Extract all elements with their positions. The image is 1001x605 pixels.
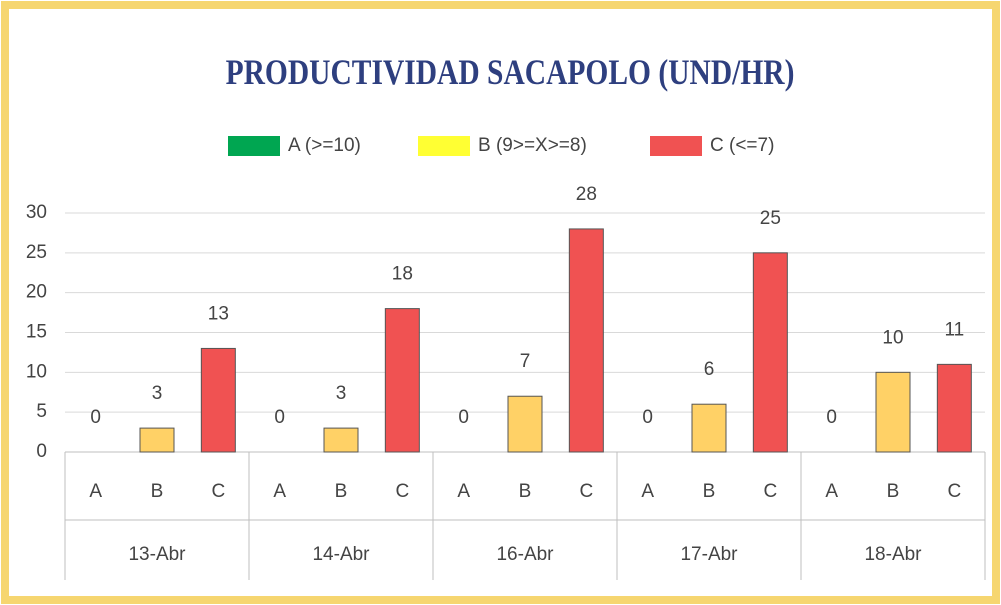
- x-tick-label: B: [335, 481, 348, 502]
- data-label: 3: [336, 383, 347, 404]
- legend-swatch: [228, 136, 280, 156]
- bar: [323, 427, 359, 453]
- data-label: 7: [520, 351, 531, 372]
- legend-label: B (9>=X>=8): [478, 135, 587, 156]
- bar: [752, 252, 788, 453]
- y-tick-label: 10: [26, 361, 47, 382]
- data-label: 11: [944, 319, 964, 340]
- y-tick-label: 30: [26, 202, 47, 223]
- data-label: 28: [576, 184, 597, 205]
- x-tick-label: C: [947, 481, 961, 502]
- data-label: 10: [882, 327, 903, 348]
- x-group-label: 16-Abr: [496, 544, 554, 565]
- bar: [691, 403, 727, 453]
- x-group-label: 17-Abr: [680, 544, 738, 565]
- x-tick-label: C: [395, 481, 409, 502]
- bar: [507, 395, 543, 453]
- data-label: 18: [392, 264, 413, 285]
- legend-swatch: [650, 136, 702, 156]
- bar: [875, 371, 911, 453]
- y-tick-label: 20: [26, 282, 47, 303]
- y-tick-label: 0: [36, 441, 47, 462]
- x-tick-label: A: [273, 481, 286, 502]
- x-tick-label: A: [89, 481, 102, 502]
- data-label: 0: [90, 407, 101, 428]
- x-tick-label: C: [211, 481, 225, 502]
- x-tick-label: A: [641, 481, 654, 502]
- y-tick-label: 5: [36, 401, 47, 422]
- x-tick-label: A: [825, 481, 838, 502]
- x-tick-label: B: [703, 481, 716, 502]
- x-tick-label: B: [151, 481, 164, 502]
- data-label: 25: [760, 208, 781, 229]
- legend-label: A (>=10): [288, 135, 361, 156]
- bar: [568, 228, 604, 453]
- legend-label: C (<=7): [710, 135, 774, 156]
- y-tick-label: 25: [26, 242, 47, 263]
- x-tick-label: B: [519, 481, 532, 502]
- x-group-label: 14-Abr: [312, 544, 370, 565]
- bar: [384, 308, 420, 453]
- data-label: 0: [642, 407, 653, 428]
- data-label: 0: [458, 407, 469, 428]
- data-label: 13: [208, 303, 229, 324]
- legend-swatch: [418, 136, 470, 156]
- x-group-label: 18-Abr: [864, 544, 922, 565]
- x-group-label: 13-Abr: [128, 544, 186, 565]
- x-tick-label: C: [763, 481, 777, 502]
- x-tick-label: C: [579, 481, 593, 502]
- x-tick-label: B: [887, 481, 900, 502]
- bar: [139, 427, 175, 453]
- bar: [200, 347, 236, 453]
- chart-title: PRODUCTIVIDAD SACAPOLO (UND/HR): [226, 54, 795, 93]
- data-label: 0: [274, 407, 285, 428]
- data-label: 6: [704, 359, 715, 380]
- data-label: 3: [152, 383, 163, 404]
- y-tick-label: 15: [26, 322, 47, 343]
- bar: [936, 363, 972, 453]
- data-label: 0: [826, 407, 837, 428]
- x-tick-label: A: [457, 481, 470, 502]
